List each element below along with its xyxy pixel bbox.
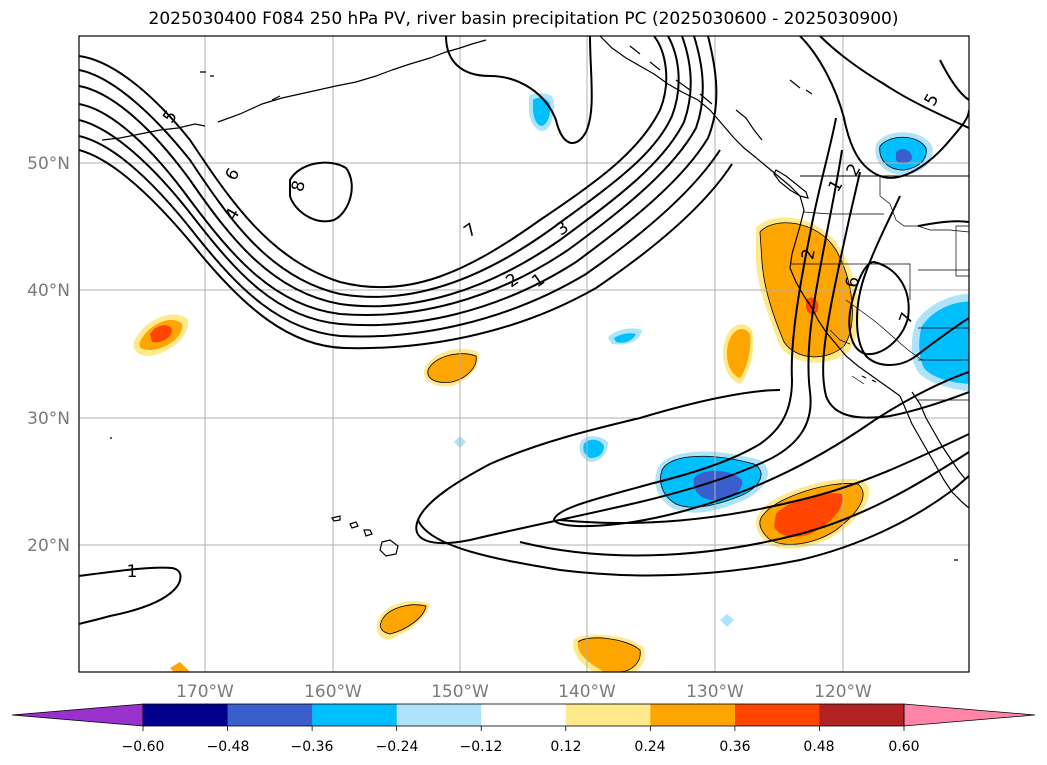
contour-label: 6 — [842, 275, 864, 289]
colorbar-segment — [734, 704, 820, 726]
contour-label: 1 — [127, 562, 138, 582]
colorbar-segment — [819, 704, 905, 726]
lon-label: 130°W — [686, 682, 744, 702]
colorbar-segment — [312, 704, 398, 726]
lon-label: 140°W — [558, 682, 616, 702]
colorbar-tick-label: −0.48 — [207, 739, 250, 755]
colorbar: −0.60 −0.48 −0.36 −0.24 −0.12 0.12 0.24 … — [11, 703, 1036, 755]
colorbar-tick-label: 0.12 — [550, 739, 581, 755]
colorbar-ticks — [142, 726, 905, 731]
lat-label: 20°N — [27, 536, 70, 556]
colorbar-tick-label: −0.60 — [122, 739, 165, 755]
positive-anomaly — [170, 662, 190, 672]
colorbar-segment — [650, 704, 736, 726]
negative-anomaly — [693, 470, 743, 500]
colorbar-segment — [565, 704, 651, 726]
lon-label: 150°W — [431, 682, 489, 702]
lat-label: 30°N — [27, 409, 70, 429]
negative-anomaly — [614, 333, 636, 343]
positive-anomaly — [427, 353, 477, 383]
negative-anomaly — [919, 301, 969, 384]
colorbar-tick-label: −0.12 — [460, 739, 503, 755]
lon-label: 160°W — [304, 682, 362, 702]
colorbar-extend-min — [12, 704, 143, 726]
colorbar-extend-max — [904, 704, 1035, 726]
colorbar-tick-label: 0.24 — [634, 739, 665, 755]
map-title: 2025030400 F084 250 hPa PV, river basin … — [148, 9, 899, 29]
colorbar-frame — [142, 703, 905, 727]
longitude-labels: 170°W 160°W 150°W 140°W 130°W 120°W — [176, 682, 872, 702]
positive-anomaly — [150, 325, 172, 343]
colorbar-tick-label: 0.36 — [719, 739, 750, 755]
positive-anomaly — [380, 604, 426, 634]
pv-contours — [79, 36, 969, 625]
colorbar-tick-label: −0.36 — [291, 739, 334, 755]
lat-label: 50°N — [27, 154, 70, 174]
colorbar-segment — [481, 704, 567, 726]
lon-label: 170°W — [176, 682, 234, 702]
negative-anomaly — [533, 97, 551, 126]
positive-anomaly — [726, 329, 751, 378]
contour-label: 2 — [798, 247, 820, 261]
colorbar-segment — [143, 704, 229, 726]
colorbar-tick-label: 0.60 — [888, 739, 919, 755]
map-frame — [78, 35, 970, 673]
coastlines — [101, 36, 969, 561]
positive-anomaly — [577, 637, 641, 672]
colorbar-tick-label: −0.24 — [376, 739, 419, 755]
colorbar-segment — [396, 704, 482, 726]
contour-label: 8 — [288, 178, 310, 194]
colorbar-tick-label: 0.48 — [803, 739, 834, 755]
latitude-labels: 50°N 40°N 30°N 20°N — [27, 154, 70, 556]
negative-anomaly — [583, 439, 604, 458]
colorbar-segment — [227, 704, 313, 726]
negative-anomaly — [720, 614, 734, 627]
positive-anomaly — [774, 493, 843, 537]
colorbar-segments — [12, 704, 1035, 726]
negative-anomaly — [896, 149, 912, 164]
lat-label: 40°N — [27, 281, 70, 301]
lon-label: 120°W — [814, 682, 872, 702]
